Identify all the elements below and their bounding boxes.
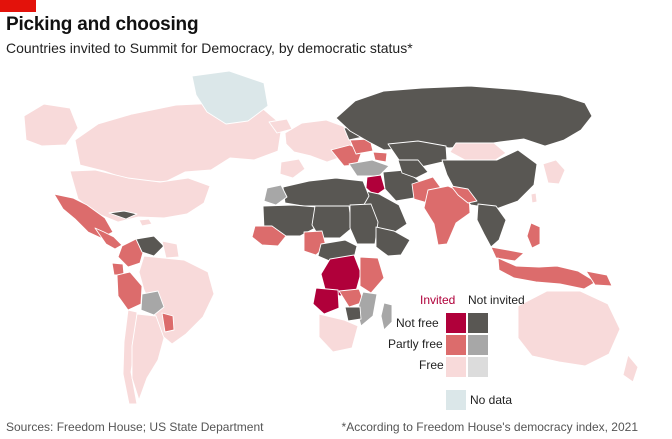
- argentina-region: [131, 313, 165, 401]
- venezuela-region: [135, 235, 165, 257]
- kenya-tanzania-region: [359, 256, 385, 294]
- legend-no-data-label: No data: [470, 393, 512, 407]
- legend-swatch-not-invited-partly-free: [468, 335, 488, 355]
- world-map: Invited Not invited Not free Partly free…: [23, 70, 639, 410]
- map-regions: [23, 70, 639, 405]
- madagascar-region: [380, 302, 393, 331]
- iraq-region: [365, 174, 386, 197]
- zimbabwe-region: [344, 306, 362, 322]
- horn-of-africa-region: [375, 226, 411, 257]
- legend-swatch-not-invited-not-free: [468, 313, 488, 333]
- legend-swatch-invited-not-free: [446, 313, 466, 333]
- new-zealand-region: [622, 354, 639, 383]
- legend-swatch-invited-partly-free: [446, 335, 466, 355]
- central-america-region: [94, 227, 123, 250]
- morocco-region: [263, 184, 288, 206]
- alaska-region: [23, 103, 79, 147]
- philippines-region: [526, 222, 541, 249]
- chart-subtitle: Countries invited to Summit for Democrac…: [6, 40, 413, 56]
- angola-region: [312, 287, 340, 315]
- bolivia-region: [140, 290, 165, 316]
- north-africa-region: [282, 177, 370, 209]
- source-note: Sources: Freedom House; US State Departm…: [6, 420, 264, 434]
- legend-row-free-label: Free: [419, 358, 444, 372]
- cuba-region: [108, 210, 138, 220]
- legend-not-invited-header: Not invited: [468, 293, 525, 307]
- chart-title: Picking and choosing: [6, 14, 199, 35]
- west-coast-region: [251, 225, 287, 247]
- paraguay-region: [161, 312, 175, 333]
- turkey-region: [348, 159, 390, 177]
- mongolia-region: [449, 142, 507, 162]
- central-asia-region: [397, 159, 429, 179]
- indonesia-region: [497, 257, 597, 290]
- caribbean-region: [138, 218, 153, 227]
- brand-accent-bar: [0, 0, 36, 12]
- legend-row-partly-free-label: Partly free: [388, 337, 443, 351]
- ukraine-region: [349, 138, 374, 155]
- korea-japan-region: [542, 159, 566, 185]
- iberia-region: [279, 158, 306, 179]
- legend-invited-header: Invited: [420, 293, 455, 307]
- malaysia-region: [490, 246, 525, 262]
- russia-region: [335, 85, 593, 151]
- nepal-bangladesh-region: [450, 185, 478, 204]
- mainland-southeast-asia-region: [476, 203, 507, 248]
- legend: Invited Not invited Not free Partly free…: [388, 293, 525, 410]
- papua-new-guinea-region: [585, 270, 613, 287]
- caucasus-region: [372, 151, 388, 163]
- guianas-region: [161, 240, 180, 259]
- niger-chad-region: [311, 205, 353, 239]
- legend-row-not-free-label: Not free: [396, 316, 439, 330]
- ecuador-region: [111, 262, 125, 276]
- sudan-region: [349, 203, 379, 245]
- legend-swatch-no-data: [446, 390, 466, 410]
- taiwan-region: [530, 192, 538, 204]
- greenland-region: [191, 70, 269, 125]
- australia-region: [517, 290, 621, 367]
- peru-region: [116, 271, 143, 311]
- methodology-note: *According to Freedom House's democracy …: [341, 420, 638, 434]
- legend-swatch-invited-free: [446, 357, 466, 377]
- southern-africa-region: [318, 313, 359, 353]
- legend-swatch-not-invited-free: [468, 357, 488, 377]
